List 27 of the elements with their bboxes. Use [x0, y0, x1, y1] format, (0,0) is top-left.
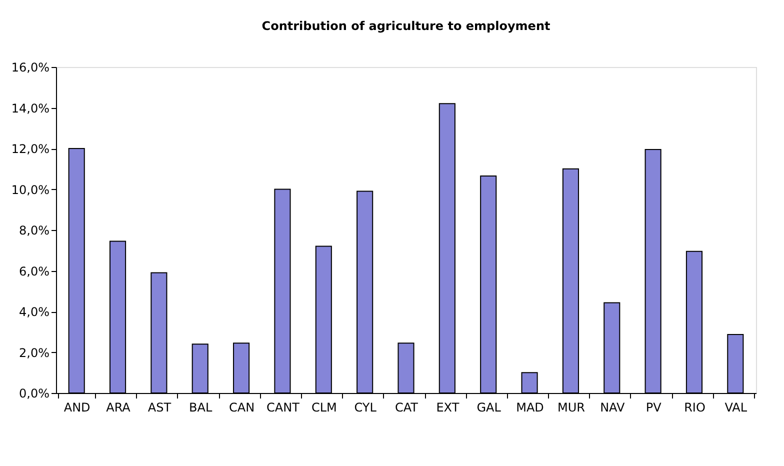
y-tick-label: 6,0% [19, 264, 50, 278]
x-tick-label: BAL [189, 400, 212, 414]
x-tick-label: GAL [476, 400, 502, 414]
x-tick-label: CLM [311, 400, 337, 414]
x-tick-label: MUR [557, 400, 585, 414]
y-tick-label: 0,0% [19, 386, 50, 400]
y-tick-label: 12,0% [11, 142, 50, 156]
x-tick-label: NAV [600, 400, 626, 414]
y-tick-label: 8,0% [19, 224, 50, 238]
x-tick-label: CAN [229, 400, 255, 414]
y-tick-label: 16,0% [11, 60, 50, 74]
x-tick-label: EXT [436, 400, 460, 414]
y-tick-label: 2,0% [19, 346, 50, 360]
y-tick-label: 10,0% [11, 182, 50, 197]
x-tick-label: MAD [516, 400, 544, 414]
x-tick-label: ARA [106, 400, 132, 414]
x-tick-label: AND [64, 400, 90, 414]
chart-title: Contribution of agriculture to employment [262, 19, 550, 33]
x-tick-label: CAT [395, 400, 419, 414]
y-tick-label: 4,0% [19, 305, 50, 319]
y-tick-label: 14,0% [11, 101, 50, 116]
x-tick-label: VAL [724, 400, 748, 414]
x-tick-label: PV [646, 400, 662, 414]
x-tick-label: CANT [266, 400, 300, 414]
x-tick-label: AST [148, 400, 172, 414]
x-tick-label: RIO [684, 400, 706, 414]
x-tick-label: CYL [354, 400, 377, 414]
